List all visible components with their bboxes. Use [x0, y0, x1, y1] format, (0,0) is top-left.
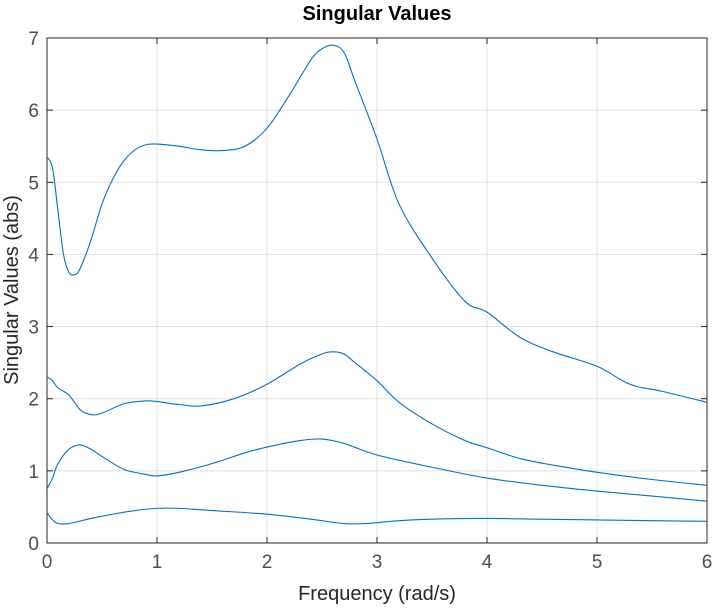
y-tick-label: 5 — [28, 173, 39, 194]
y-tick-label: 2 — [28, 390, 39, 411]
y-axis-label: Singular Values (abs) — [1, 195, 23, 385]
x-tick-label: 4 — [482, 552, 493, 573]
singular-value-line-1 — [46, 44, 708, 403]
x-tick-label: 3 — [372, 552, 383, 573]
series-layer — [46, 44, 708, 525]
y-tick-label: 7 — [28, 29, 39, 50]
y-tick-label: 0 — [28, 534, 39, 555]
y-tick-label: 1 — [28, 462, 39, 483]
tick-labels: 0 1 2 3 4 5 6 0 1 2 3 4 5 6 7 — [28, 29, 712, 573]
x-tick-label: 5 — [592, 552, 603, 573]
y-tick-label: 4 — [28, 245, 39, 266]
plot-area-box — [46, 37, 708, 544]
x-tick-label: 2 — [262, 552, 273, 573]
x-tick-label: 0 — [42, 552, 53, 573]
singular-value-line-2 — [46, 351, 708, 486]
y-tick-label: 6 — [28, 101, 39, 122]
x-axis-label: Frequency (rad/s) — [298, 583, 456, 605]
chart-title: Singular Values — [303, 3, 452, 25]
x-tick-label: 6 — [702, 552, 713, 573]
y-tick-label: 3 — [28, 318, 39, 339]
singular-value-line-4 — [46, 507, 708, 525]
singular-value-line-3 — [46, 438, 708, 502]
grid-lines — [46, 37, 708, 544]
x-tick-label: 1 — [152, 552, 163, 573]
